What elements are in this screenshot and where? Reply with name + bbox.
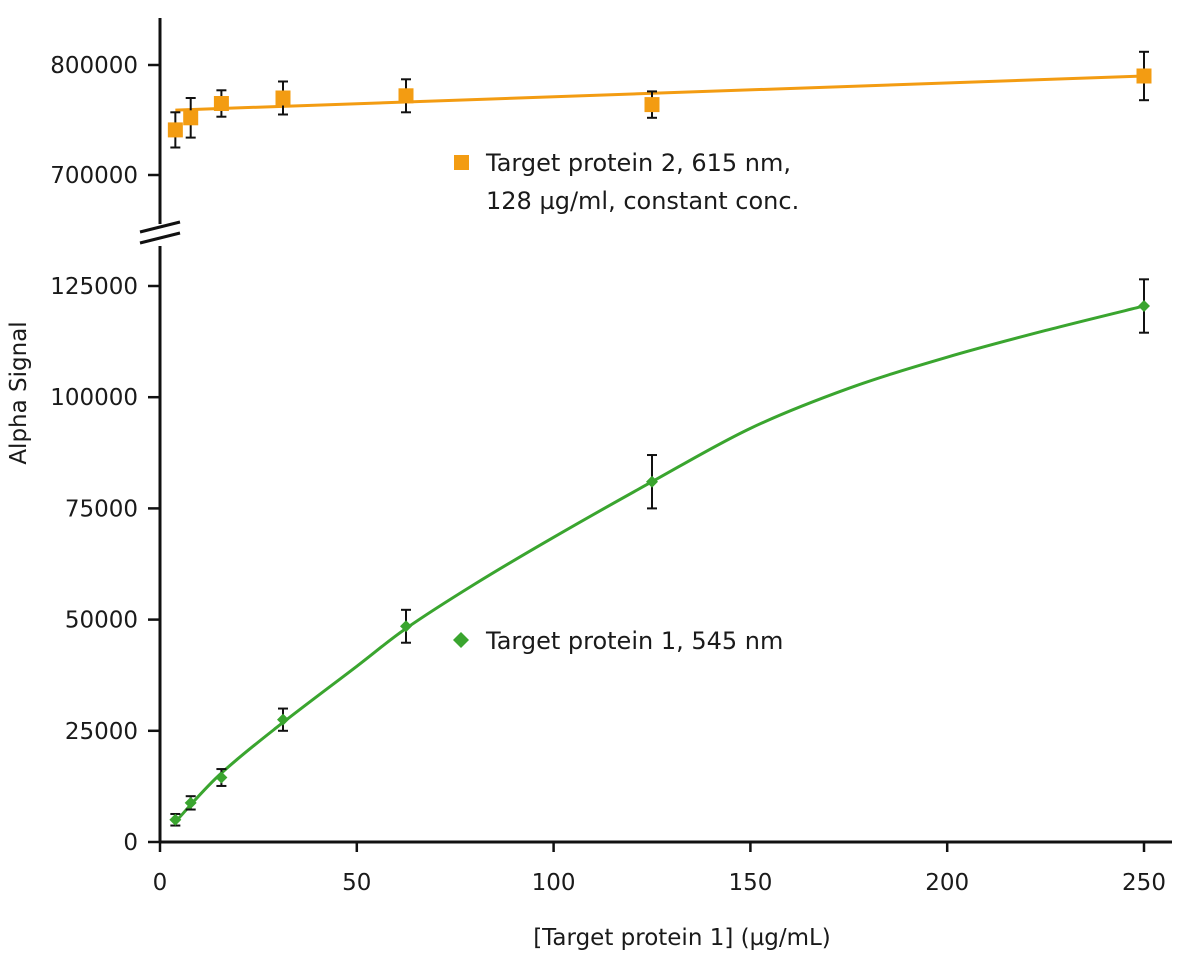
data-point-square — [167, 122, 183, 138]
data-point-diamond — [277, 713, 289, 726]
x-tick-label: 150 — [728, 870, 772, 896]
legend-series-1-diamond-icon — [453, 632, 469, 648]
series-2-fit-line — [175, 74, 1145, 112]
y-tick-label: 125000 — [50, 274, 138, 300]
x-axis-title: [Target protein 1] (µg/mL) — [533, 925, 831, 951]
data-point-square — [213, 96, 229, 111]
x-tick-label: 0 — [153, 870, 168, 896]
y-tick-label: 0 — [123, 830, 138, 856]
y-ticks: 0 25000 50000 75000 100000 125000 700000 800000 — [50, 53, 160, 856]
data-point-square — [183, 110, 199, 126]
x-ticks: 0 50 100 150 200 250 — [153, 842, 1166, 896]
data-point-diamond — [169, 813, 182, 826]
y-tick-label: 75000 — [65, 496, 138, 522]
data-point-diamond — [184, 796, 197, 809]
data-point-square — [1136, 68, 1152, 84]
y-tick-label: 700000 — [50, 163, 138, 189]
y-tick-label: 25000 — [65, 719, 138, 745]
x-tick-label: 200 — [925, 870, 969, 896]
axes — [139, 18, 1172, 844]
y-tick-label: 100000 — [50, 385, 138, 411]
data-point-diamond — [215, 771, 228, 784]
x-tick-label: 100 — [532, 870, 576, 896]
data-point-diamond — [1138, 300, 1150, 313]
legend-series-2-square-icon — [454, 155, 469, 170]
y-axis-title: Alpha Signal — [6, 321, 32, 464]
axis-break-slash — [139, 231, 181, 245]
y-tick-label: 800000 — [50, 53, 138, 79]
data-point-square — [644, 97, 660, 113]
legend-series-1-label: Target protein 1, 545 nm — [485, 627, 783, 655]
series-1-points — [169, 278, 1150, 827]
legend-series-2-label-line2: 128 µg/ml, constant conc. — [486, 187, 799, 215]
axis-break-slash — [139, 220, 181, 234]
y-tick-label: 50000 — [65, 608, 138, 634]
legend-series-1: Target protein 1, 545 nm — [453, 627, 783, 655]
data-point-square — [275, 90, 291, 106]
series-1-fit-curve — [174, 304, 1145, 824]
series-2-points — [167, 50, 1152, 149]
axis-break-marker — [139, 220, 181, 246]
data-point-diamond — [646, 475, 658, 488]
x-tick-label: 250 — [1122, 870, 1166, 896]
legend-series-2: Target protein 2, 615 nm, 128 µg/ml, con… — [454, 149, 799, 215]
legend-series-2-label: Target protein 2, 615 nm, — [485, 149, 791, 177]
data-point-diamond — [400, 620, 412, 633]
data-point-square — [398, 88, 414, 104]
x-tick-label: 50 — [342, 870, 371, 896]
